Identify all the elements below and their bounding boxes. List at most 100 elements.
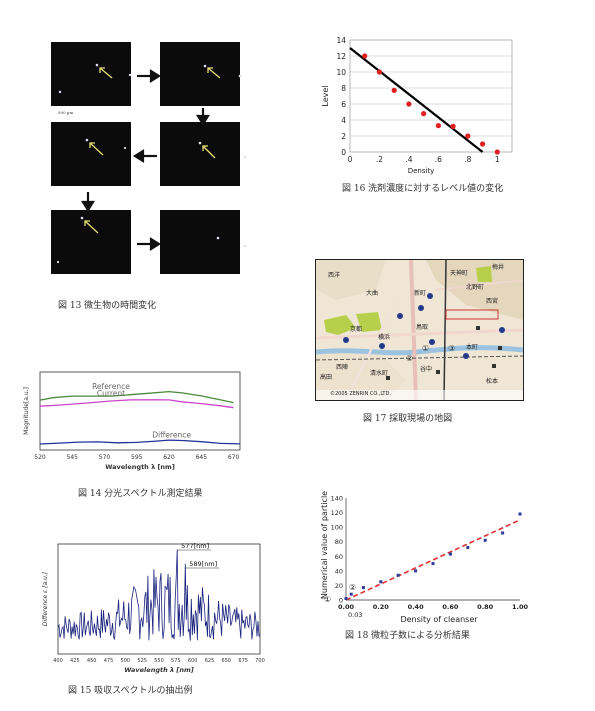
fig15-x-tick-2: 450 — [87, 658, 97, 664]
fig18-point-8 — [466, 546, 470, 550]
fig18-y-label: Numerical value of particle — [320, 491, 329, 599]
fig15-x-tick-5: 525 — [137, 658, 147, 664]
map-marker-3: ③ — [448, 344, 456, 353]
fig16-y-tick-6: 12 — [336, 52, 346, 61]
fig18-y-tick-4: 80 — [335, 538, 343, 546]
fig16-y-tick-3: 6 — [341, 100, 346, 109]
map-marker-2: ② — [406, 354, 414, 363]
map-label-3: 大曲 — [366, 290, 379, 297]
fig18-point-6 — [431, 562, 435, 566]
micro-panel-6 — [160, 210, 240, 274]
fig14-legend-current: Current — [97, 389, 125, 398]
fig14-y-label: Magnitude[a.u.] — [23, 387, 30, 435]
fig18-y-tick-5: 100 — [331, 524, 343, 532]
fig18-x-tick-2: 0.40 — [408, 603, 425, 611]
fig15-peak-label-1: 589[nm] — [189, 560, 217, 568]
fig14-x-tick-4: 620 — [163, 454, 175, 461]
fig18-y-tick-1: 20 — [335, 582, 343, 590]
fig15-x-tick-3: 475 — [104, 658, 114, 664]
fig16-point-0 — [362, 53, 368, 59]
fig14-plot-area — [39, 371, 241, 451]
fig15-series — [57, 549, 261, 641]
fig15-y-label: Difference ε [a.u.] — [42, 571, 49, 626]
fig15-caption: 図 15 吸収スペクトルの抽出例 — [68, 686, 193, 696]
map-label-9: 京都 — [350, 326, 363, 333]
fig15-plot-area — [57, 543, 261, 655]
micro-panel-3 — [51, 122, 131, 186]
map-label-12: 本町 — [466, 344, 479, 351]
fig16-point-2 — [391, 87, 397, 93]
fig16-point-8 — [479, 141, 486, 147]
fig18-point-0 — [344, 597, 348, 601]
map-label-16: 清水町 — [370, 370, 389, 377]
fig18-point-2 — [361, 586, 365, 590]
fig14-x-tick-6: 670 — [228, 454, 240, 461]
fig18-point-10 — [501, 531, 505, 535]
fig14-series-1 — [39, 399, 234, 409]
fig15-x-tick-8: 600 — [188, 658, 198, 664]
fig16-x-tick-0: 0 — [348, 155, 353, 164]
map-label-7: 北野町 — [466, 284, 485, 291]
fig15-peak-label-0: 577[nm] — [181, 542, 209, 550]
fig14-caption: 図 14 分光スペクトル測定結果 — [78, 489, 203, 499]
fig16-x-tick-5: 1 — [495, 155, 500, 164]
fig18-point-4 — [396, 573, 400, 577]
map-label-11: 横浜 — [378, 334, 391, 341]
fig16-chart: 0 2 4 6 8 10 12 14 0 .2 .4 .6 .8 1 Density Level — [321, 36, 513, 175]
fig18-point-9 — [483, 538, 487, 542]
fig16-x-tick-3: .6 — [435, 155, 442, 164]
fig14-series-2 — [39, 439, 241, 445]
fig18-x-label: Density of cleanser — [400, 615, 478, 624]
fig15-x-tick-7: 575 — [171, 658, 181, 664]
fig18-x-tick-3: 0.60 — [442, 603, 459, 611]
fig18-annot-1: ① — [324, 595, 331, 604]
fig16-y-tick-7: 14 — [336, 36, 346, 45]
map-label-10: 西陣 — [336, 364, 349, 371]
map-svg — [316, 260, 523, 400]
map-frame: 西洋 天神町 大曲 新町 梅井 西宮 北野町 鳥取 京都 西陣 横浜 本町 高田… — [315, 259, 524, 401]
fig18-point-11 — [518, 512, 522, 516]
fig14-legend-reference: Reference — [92, 382, 130, 391]
fig18-x-tick-5: 1.00 — [512, 603, 529, 611]
fig14-x-tick-1: 545 — [67, 454, 79, 461]
fig18-trendline — [345, 519, 521, 601]
fig16-point-7 — [465, 133, 471, 139]
map-label-2: 天神町 — [450, 270, 469, 277]
micro-panel-1 — [51, 42, 131, 106]
micro-panel-4 — [160, 122, 240, 186]
fig16-x-label: Density — [408, 167, 435, 175]
fig15-x-tick-9: 625 — [205, 658, 215, 664]
map-label-1: 西洋 — [328, 272, 341, 279]
fig16-point-5 — [435, 123, 441, 129]
fig16-point-9 — [494, 149, 500, 155]
fig13-arrows — [56, 63, 247, 264]
fig17-caption: 図 17 採取現場の地図 — [363, 414, 453, 424]
fig14-chart: 520 545 570 595 620 645 670 Wavelength λ [nm] Ma… — [23, 371, 241, 471]
fig14-x-tick-2: 570 — [99, 454, 111, 461]
fig16-trendline — [349, 47, 484, 153]
fig16-x-tick-2: .4 — [405, 155, 412, 164]
fig14-x-label: Wavelength λ [nm] — [105, 463, 175, 471]
fig16-y-tick-1: 2 — [341, 132, 346, 141]
fig18-y-tick-3: 60 — [335, 553, 343, 561]
map-label-6: 西宮 — [486, 298, 499, 305]
fig16-x-tick-4: .8 — [464, 155, 471, 164]
micro-panel-2 — [160, 42, 240, 106]
fig16-y-tick-2: 4 — [341, 116, 346, 125]
fig14-legend-difference: Difference — [152, 431, 191, 440]
fig15-x-tick-12: 700 — [255, 658, 265, 664]
fig18-point-5 — [414, 569, 418, 573]
fig15-x-tick-0: 400 — [53, 658, 63, 664]
fig15-chart: 400 425 450 475 500 525 550 575 600 625 650 675 700 W… — [42, 542, 265, 674]
fig15-x-label: Wavelength λ [nm] — [124, 666, 193, 674]
fig14-x-tick-0: 520 — [34, 454, 46, 461]
fig13-scale-label: 500 µm — [58, 110, 74, 115]
map-label-8: 鳥取 — [416, 324, 429, 331]
fig16-point-1 — [376, 69, 383, 75]
fig18-point-1 — [349, 592, 353, 596]
fig18-y-tick-0: 0 — [339, 597, 343, 605]
fig16-x-tick-1: .2 — [376, 155, 383, 164]
fig18-point-3 — [379, 580, 383, 584]
map-label-15: 谷中 — [420, 366, 433, 373]
fig18-caption: 図 18 微粒子数による分析結果 — [345, 631, 470, 641]
